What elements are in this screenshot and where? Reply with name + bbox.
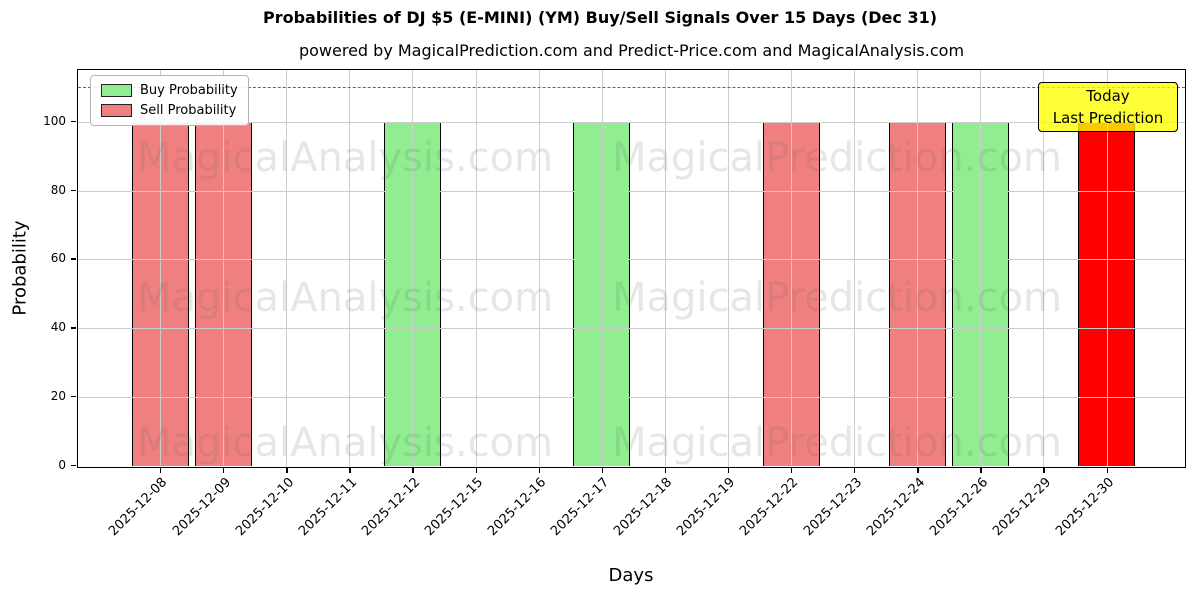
y-tick-label: 80 [50, 182, 66, 197]
x-tick-label: 2025-12-19 [674, 475, 739, 540]
x-tick-label: 2025-12-18 [611, 475, 676, 540]
x-tick-mark [538, 468, 540, 473]
plot-area: MagicalAnalysis.com MagicalPrediction.com… [77, 69, 1186, 468]
y-tick-label: 100 [43, 113, 66, 128]
x-tick-mark [160, 468, 162, 473]
y-tick-mark [71, 465, 76, 467]
x-tick-mark [475, 468, 477, 473]
x-tick-mark [980, 468, 982, 473]
x-tick-label: 2025-12-17 [548, 475, 613, 540]
x-tick-label: 2025-12-16 [485, 475, 550, 540]
y-axis-label: Probability [9, 220, 31, 316]
x-tick-label: 2025-12-08 [106, 475, 171, 540]
legend-swatch [101, 84, 132, 97]
today-annotation: Today Last Prediction [1038, 82, 1178, 132]
x-tick-mark [917, 468, 919, 473]
legend-item-label: Buy Probability [140, 83, 238, 98]
grid-line-v [791, 70, 792, 467]
grid-line-v [1106, 70, 1108, 467]
grid-line-h [78, 190, 1185, 192]
dashed-threshold-line [78, 87, 1185, 89]
watermark-text: MagicalAnalysis.com [136, 135, 554, 181]
x-tick-label: 2025-12-15 [422, 475, 487, 540]
x-tick-label: 2025-12-30 [1053, 475, 1118, 540]
watermark-layer: MagicalAnalysis.com MagicalPrediction.com… [78, 70, 1185, 467]
y-tick-label: 40 [50, 320, 66, 335]
grid-line-v [160, 70, 161, 467]
x-tick-mark [286, 468, 288, 473]
x-tick-label: 2025-12-09 [169, 475, 234, 540]
grid-line-v [980, 70, 982, 467]
x-tick-label: 2025-12-24 [863, 475, 928, 540]
x-tick-mark [601, 468, 604, 473]
grid-line-h [78, 259, 1185, 261]
annotation-line-1: Today [1086, 87, 1130, 105]
x-tick-label: 2025-12-11 [295, 475, 360, 540]
y-tick-mark [71, 258, 76, 260]
x-axis-label: Days [608, 565, 654, 586]
x-tick-mark [791, 468, 793, 473]
grid-line-v [601, 70, 603, 467]
grid-line-v [286, 70, 288, 467]
legend: Buy Probability Sell Probability [90, 75, 249, 126]
watermark-text: MagicalPrediction.com [612, 420, 1062, 466]
grid-line-h [78, 328, 1185, 330]
y-tick-mark [71, 396, 76, 398]
x-tick-label: 2025-12-22 [737, 475, 802, 540]
y-tick-mark [71, 327, 76, 329]
y-tick-label: 0 [58, 458, 66, 472]
x-tick-mark [1106, 468, 1108, 473]
grid-line-v [475, 70, 477, 467]
x-tick-mark [223, 468, 225, 473]
grid-line-v [1043, 70, 1045, 467]
grid-line-v [664, 70, 666, 467]
grid-line-v [223, 70, 225, 467]
grid-line-v [854, 70, 856, 467]
legend-item: Sell Probability [101, 103, 238, 118]
y-tick-label: 60 [50, 251, 66, 266]
x-tick-label: 2025-12-10 [232, 475, 297, 540]
watermark-text: MagicalPrediction.com [612, 135, 1062, 181]
watermark-text: MagicalAnalysis.com [136, 275, 554, 321]
chart-subtitle: powered by MagicalPrediction.com and Pre… [298, 41, 965, 60]
y-tick-mark [71, 189, 76, 191]
y-tick-mark [71, 120, 76, 123]
x-tick-mark [727, 468, 730, 473]
grid-line-h [78, 397, 1185, 399]
watermark-text: MagicalAnalysis.com [136, 420, 554, 466]
x-tick-mark [854, 468, 856, 473]
grid-line-h [78, 121, 1185, 123]
grid-layer [78, 70, 1185, 467]
x-tick-mark [664, 468, 667, 473]
legend-swatch [101, 104, 132, 117]
x-tick-label: 2025-12-12 [358, 475, 424, 540]
legend-item: Buy Probability [101, 83, 238, 98]
grid-line-v [727, 70, 729, 467]
x-tick-label: 2025-12-26 [926, 475, 991, 540]
grid-line-v [538, 70, 540, 467]
x-tick-label: 2025-12-29 [989, 475, 1055, 540]
grid-line-v [917, 70, 919, 467]
legend-item-label: Sell Probability [140, 103, 237, 118]
grid-line-v [412, 70, 414, 467]
y-tick-label: 20 [50, 389, 66, 404]
x-tick-mark [349, 468, 351, 473]
watermark-text: MagicalPrediction.com [612, 275, 1062, 321]
x-tick-mark [1043, 468, 1045, 473]
grid-line-v [349, 70, 351, 467]
x-tick-label: 2025-12-23 [800, 475, 865, 540]
annotation-line-2: Last Prediction [1052, 109, 1164, 127]
x-tick-mark [412, 468, 414, 473]
chart-title: Probabilities of DJ $5 (E-MINI) (YM) Buy… [262, 8, 938, 27]
